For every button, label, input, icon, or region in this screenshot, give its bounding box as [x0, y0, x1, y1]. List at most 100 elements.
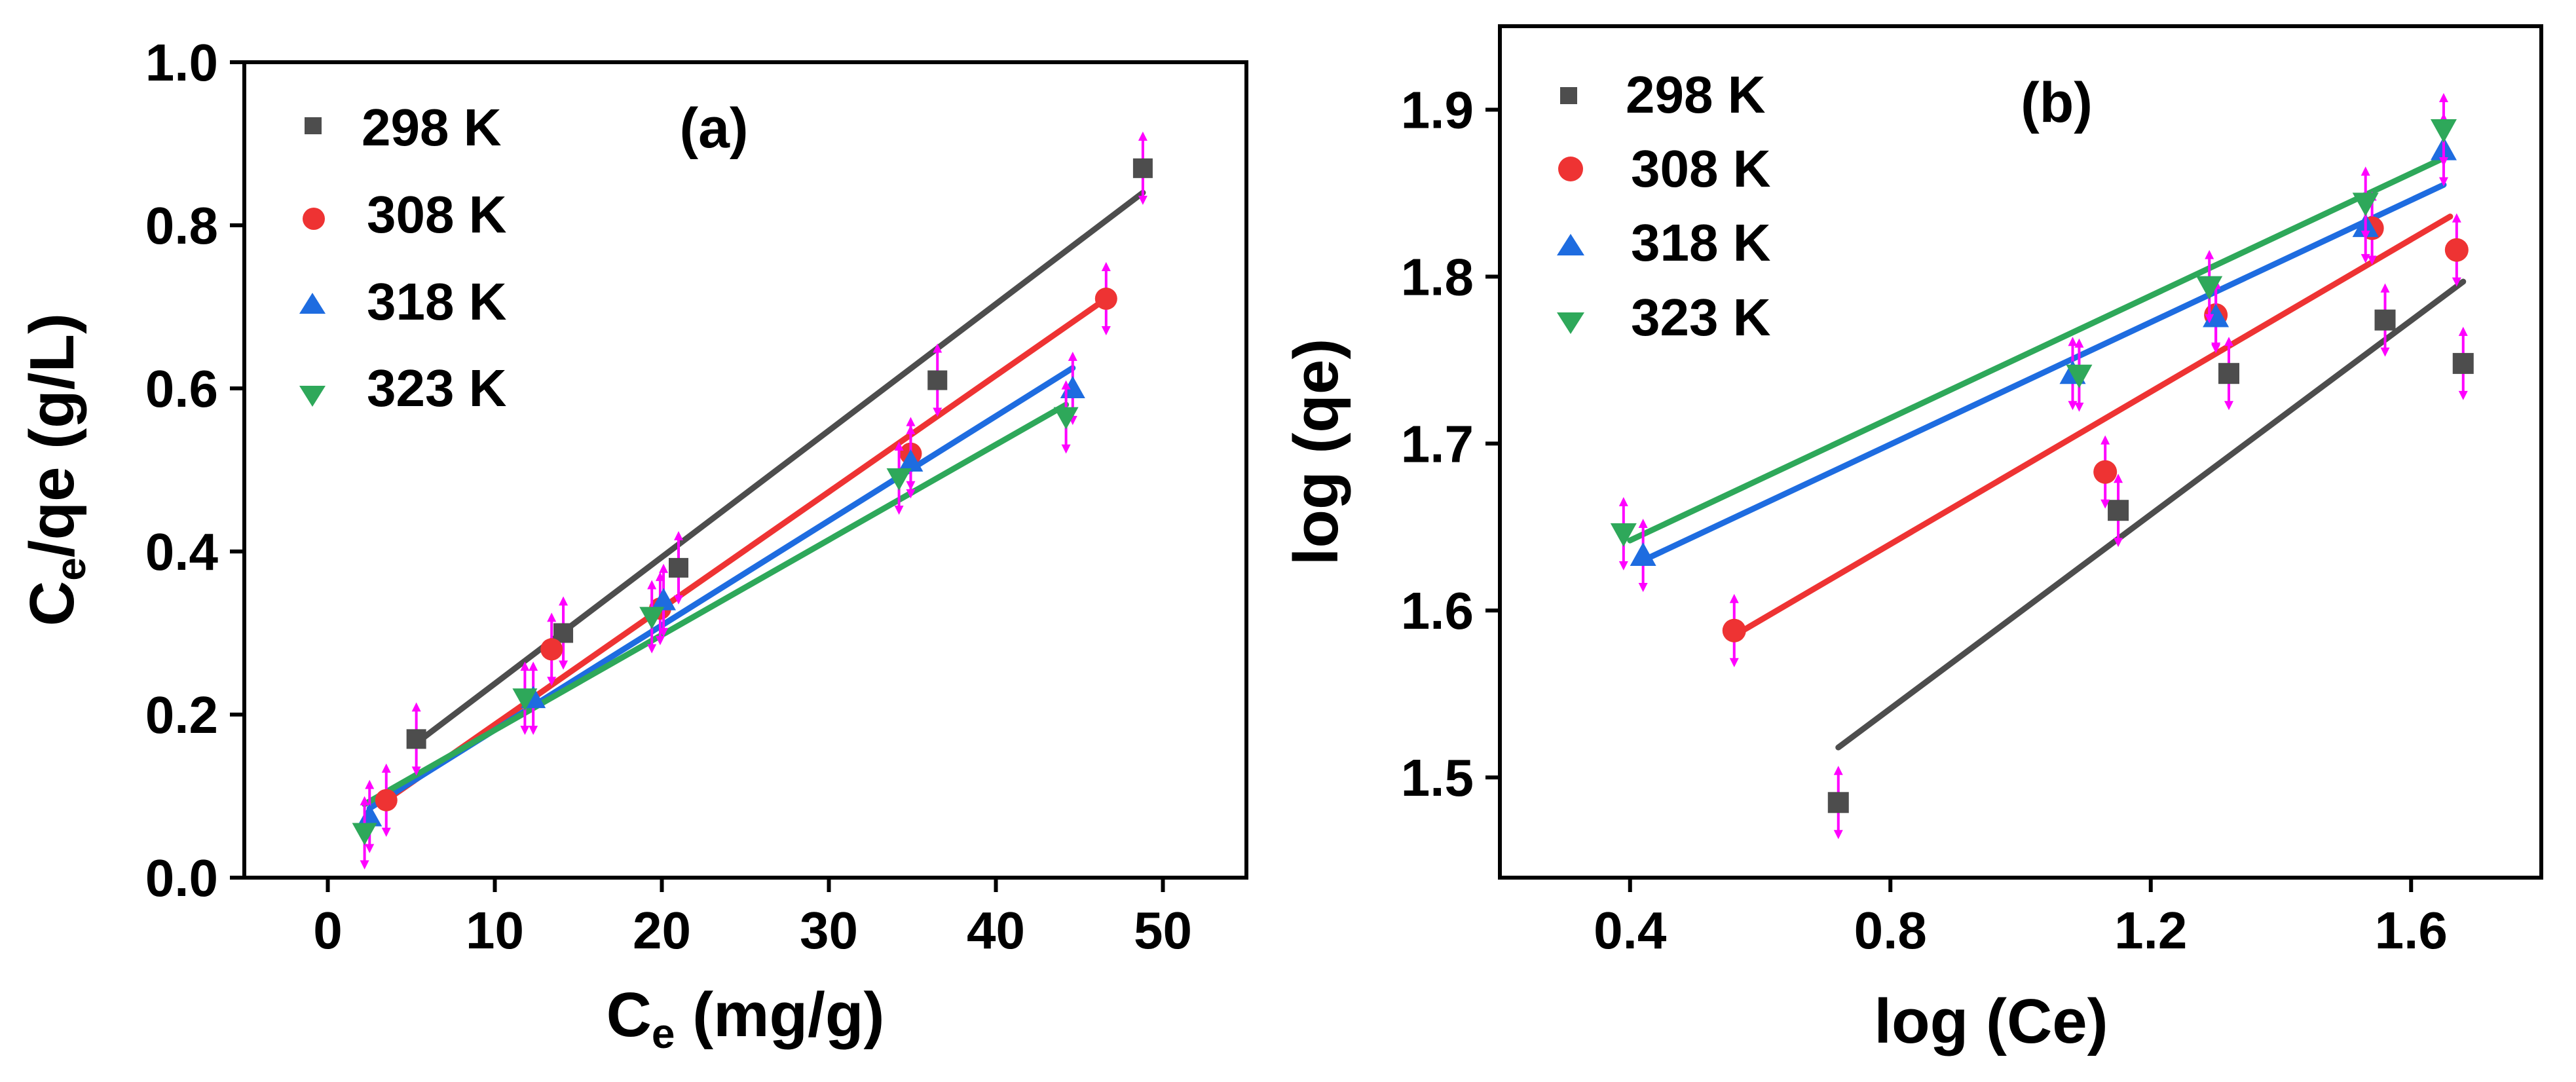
legend-b-323-marker — [1557, 312, 1584, 334]
panel-b-error-cap — [1638, 583, 1648, 593]
panel-a-error-cap — [360, 860, 369, 870]
panel-a-point-323k — [512, 688, 538, 711]
legend-b-323-label: 323 K — [1631, 288, 1771, 346]
panel-a-x-tick-label: 30 — [800, 901, 858, 960]
chart-panel-a: 0 10 20 30 40 50 0.0 0.2 0.4 0.6 0.8 1.0 (a) Ce (mg… — [17, 33, 1248, 1057]
panel-b-fit-line-323k — [1627, 155, 2447, 544]
panel-b-label: (b) — [2021, 71, 2093, 134]
panel-a-point-323k — [1053, 407, 1079, 430]
panel-b-y-axis-label: log (qe) — [1281, 339, 1351, 566]
panel-b-error-cap — [2380, 347, 2390, 357]
panel-b-point-298k — [2374, 309, 2396, 331]
panel-a-point-298k — [406, 729, 426, 749]
legend-b-298-marker — [1560, 87, 1577, 104]
panel-b-error-cap — [1833, 766, 1843, 775]
panel-a-error-cap — [559, 660, 569, 670]
panel-b-point-323k — [2196, 276, 2223, 300]
legend-b-318-label: 318 K — [1631, 214, 1771, 272]
panel-b-error-cap — [2068, 401, 2078, 411]
panel-a-point-318k — [898, 449, 924, 472]
panel-a-fit-line-298k — [413, 189, 1146, 747]
panel-a-error-cap — [659, 627, 669, 637]
panel-a-error-cap — [933, 407, 943, 417]
panel-b-error-cap — [2205, 250, 2214, 259]
legend-a-323-marker — [299, 386, 326, 407]
panel-b-error-cap — [2224, 337, 2233, 346]
panel-a-x-tick-label: 40 — [967, 901, 1025, 960]
panel-b-error-cap — [2367, 255, 2377, 265]
panel-b-y-tick-label: 1.7 — [1401, 415, 1474, 473]
panel-b-y-tick-label: 1.5 — [1401, 749, 1474, 807]
panel-a-error-cap — [1068, 352, 1077, 361]
panel-a-marks — [352, 131, 1153, 870]
panel-a-y-tick-label: 0.6 — [145, 360, 218, 418]
panel-a-error-cap — [381, 827, 391, 837]
panel-b-point-308k — [2093, 460, 2118, 484]
panel-a-x-tick-label: 0 — [313, 901, 343, 960]
panel-b-error-cap — [2380, 283, 2390, 293]
legend-b-308-marker — [1558, 157, 1583, 181]
panel-a-point-308k — [540, 638, 563, 661]
legend-b-308-label: 308 K — [1631, 140, 1771, 198]
panel-b-error-cap — [1729, 593, 1739, 603]
panel-a-fit-line-323k — [362, 401, 1070, 808]
panel-a-error-cap — [659, 563, 669, 573]
panel-a-point-323k — [886, 468, 912, 491]
panel-b-ticks: 0.4 0.8 1.2 1.6 1.5 1.6 1.7 1.8 1.9 — [1401, 81, 2448, 960]
panel-b-y-tick-label: 1.6 — [1401, 582, 1474, 640]
panel-b-x-tick-label: 0.8 — [1854, 901, 1927, 960]
panel-b-error-cap — [2068, 337, 2078, 346]
panel-b-point-323k — [2352, 193, 2379, 217]
panel-b-point-298k — [1827, 792, 1849, 813]
panel-b-x-tick-label: 1.2 — [2114, 901, 2187, 960]
panel-b-error-cap — [1618, 561, 1628, 570]
panel-b-point-323k — [2066, 364, 2093, 388]
panel-a-error-cap — [647, 580, 657, 589]
panel-b-error-cap — [1638, 519, 1648, 529]
panel-a-point-298k — [669, 557, 688, 578]
legend-a-318-label: 318 K — [367, 272, 507, 331]
panel-b-error-cap — [2074, 402, 2084, 412]
panel-a-point-323k — [352, 823, 377, 846]
panel-b-point-323k — [2430, 119, 2457, 143]
panel-a-y-tick-label: 0.0 — [145, 849, 218, 907]
panel-a-y-tick-label: 0.8 — [145, 196, 218, 255]
panel-a-point-298k — [1132, 158, 1153, 178]
legend-a-298-label: 298 K — [362, 98, 502, 157]
panel-a-legend: 298 K 308 K 318 K 323 K — [299, 98, 507, 417]
legend-a-298-marker — [305, 117, 322, 134]
panel-a-point-323k — [639, 606, 665, 629]
panel-b-error-cap — [2438, 93, 2448, 103]
panel-a-error-cap — [933, 343, 943, 353]
panel-b-error-cap — [1618, 496, 1628, 506]
panel-a-error-cap — [411, 766, 421, 776]
panel-b-error-cap — [2452, 213, 2461, 223]
panel-a-error-cap — [1061, 380, 1071, 390]
panel-a-error-cap — [520, 662, 530, 671]
panel-a-x-tick-label: 10 — [466, 901, 524, 960]
panel-b-error-cap — [1833, 830, 1843, 840]
panel-a-label: (a) — [679, 97, 748, 160]
panel-b-fit-line-318k — [1640, 181, 2447, 564]
panel-b-error-cap — [2361, 166, 2370, 176]
panel-b-x-tick-label: 0.4 — [1594, 901, 1667, 960]
panel-a-x-tick-label: 50 — [1134, 901, 1192, 960]
panel-a-error-cap — [360, 796, 369, 806]
panel-a-error-cap — [529, 662, 538, 671]
panel-a-error-cap — [1101, 262, 1111, 272]
panel-a-error-cap — [1061, 444, 1071, 454]
panel-a-error-cap — [365, 844, 375, 853]
panel-b-point-298k — [2108, 500, 2129, 521]
panel-a-error-cap — [520, 726, 530, 736]
panel-b-point-308k — [2444, 238, 2469, 262]
panel-a-error-cap — [1138, 195, 1148, 205]
panel-a-error-cap — [1138, 131, 1148, 141]
legend-a-323-label: 323 K — [367, 359, 507, 417]
panel-a-error-cap — [894, 505, 904, 515]
panel-b-x-axis-label: log (Ce) — [1874, 986, 2108, 1056]
legend-a-308-label: 308 K — [367, 185, 507, 244]
panel-a-error-cap — [647, 644, 657, 654]
panel-b-error-cap — [1729, 658, 1739, 667]
panel-b-error-cap — [2224, 401, 2233, 411]
